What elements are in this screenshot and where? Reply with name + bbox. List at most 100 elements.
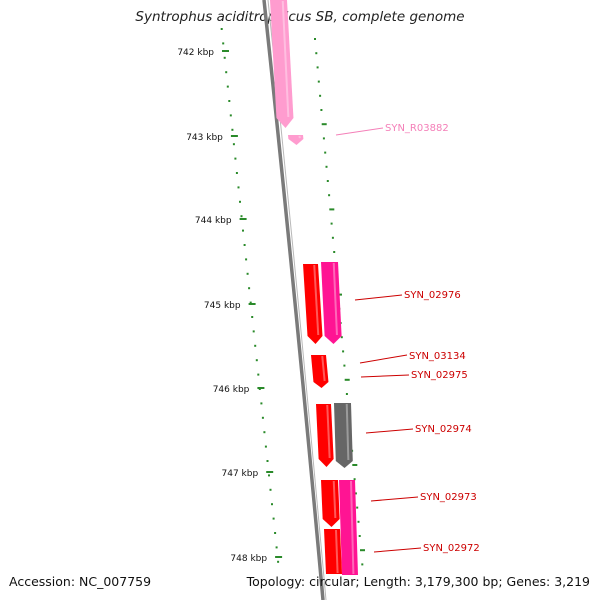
gene-arrow-shine <box>326 404 331 459</box>
ruler-tick <box>277 560 280 563</box>
gene-arrow <box>311 355 329 388</box>
scale-labels: 742 kbp 743 kbp 744 kbp 745 kbp 746 kbp 747 k… <box>177 48 267 564</box>
ruler-tick <box>226 85 229 88</box>
gene-label: SYN_02975 <box>411 370 468 381</box>
ruler-tick <box>263 431 266 434</box>
gene-arrow-shine <box>345 403 350 461</box>
ruler-major-tick <box>222 50 229 52</box>
gene-arrow-shine <box>281 0 290 118</box>
ruler-major-tick <box>257 387 265 389</box>
outer-ruler-tick <box>353 478 356 481</box>
outer-ruler-tick <box>324 151 327 154</box>
outer-ruler-tick <box>361 563 364 566</box>
scale-label: 742 kbp <box>177 48 214 58</box>
outer-ruler-tick <box>342 350 345 353</box>
ruler-major-tick <box>266 471 274 473</box>
ruler-tick <box>220 28 223 30</box>
gene-label: SYN_03134 <box>409 351 466 362</box>
outer-ruler-tick <box>358 535 361 537</box>
ruler-tick <box>243 244 246 246</box>
outer-ruler-tick <box>354 492 357 495</box>
gene-leader-line <box>370 496 419 502</box>
gene-arrow <box>303 264 323 344</box>
gene-arrow-shine <box>332 262 338 336</box>
ruler-tick <box>248 287 251 290</box>
gene-arrow <box>316 404 334 467</box>
outer-ruler-tick <box>357 520 360 523</box>
gene-leader-line <box>359 354 408 364</box>
ruler-tick <box>229 114 232 117</box>
ruler-tick <box>261 416 264 419</box>
gene-arrow <box>270 0 294 128</box>
scale-label: 747 kbp <box>222 469 259 479</box>
gene-arrow <box>324 529 342 574</box>
gene-arrow-shine <box>321 355 326 382</box>
outer-ruler-tick <box>317 80 320 83</box>
ruler-tick <box>275 546 278 549</box>
gene-arrow-shine <box>313 264 320 336</box>
gene-leader-line <box>360 374 410 378</box>
outer-ruler-tick <box>340 336 343 339</box>
gene-leader-line <box>335 127 384 136</box>
ruler-tick <box>222 42 225 45</box>
ruler-tick <box>271 503 273 506</box>
ruler-major-tick <box>275 556 283 558</box>
ruler-major-tick <box>239 218 247 220</box>
gene-label: SYN_02972 <box>423 543 480 554</box>
ruler-tick <box>225 71 228 74</box>
ruler-tick <box>260 402 263 405</box>
ruler-tick <box>240 215 243 218</box>
scale-label: 743 kbp <box>186 133 223 143</box>
outer-ruler-tick <box>314 38 316 40</box>
outer-ruler-tick <box>329 208 335 211</box>
ruler-tick <box>228 100 231 102</box>
outer-ruler-tick <box>345 393 348 395</box>
outer-ruler-tick <box>321 123 327 126</box>
outer-ruler-tick <box>325 165 328 168</box>
scale-label: 746 kbp <box>213 385 250 395</box>
gene-leader-line <box>373 547 422 553</box>
backbone-line <box>262 0 325 600</box>
ruler-major-tick <box>230 135 238 137</box>
outer-ruler-tick <box>315 52 318 55</box>
ruler-tick <box>252 330 255 333</box>
ruler-tick <box>249 301 252 304</box>
outer-ruler-tick <box>319 94 322 97</box>
outer-ruler-tick <box>360 549 365 552</box>
gene-label: SYN_02973 <box>420 492 477 503</box>
ruler-tick <box>268 474 270 477</box>
ruler-tick <box>242 229 244 232</box>
scale-label: 745 kbp <box>204 301 241 311</box>
ruler-tick <box>272 517 275 520</box>
scale-label: 744 kbp <box>195 216 232 226</box>
gene-label: SYN_R03882 <box>385 123 449 134</box>
ruler-tick <box>246 272 249 275</box>
ruler-tick <box>264 445 267 448</box>
gene-features <box>270 0 358 575</box>
ruler-tick <box>235 172 238 174</box>
ruler-tick <box>266 460 269 462</box>
ruler-tick <box>251 316 254 318</box>
gene-arrow <box>288 135 304 145</box>
gene-arrow-shine <box>350 480 355 575</box>
outer-ruler-tick <box>343 364 346 367</box>
ruler-tick <box>269 488 272 491</box>
ruler-tick <box>232 143 235 146</box>
ruler-tick <box>234 157 237 160</box>
outer-ruler-tick <box>356 506 359 509</box>
ruler-tick <box>239 200 241 203</box>
outer-ruler-tick <box>326 180 329 182</box>
outer-ruler-tick <box>322 137 325 140</box>
outer-ruler-tick <box>328 194 331 197</box>
gene-arrow <box>321 262 342 344</box>
ruler-tick <box>254 344 257 347</box>
gene-arrow <box>321 480 340 527</box>
genome-summary-text: Topology: circular; Length: 3,179,300 bp… <box>246 574 590 589</box>
gene-arrow-shine <box>298 135 301 139</box>
gene-leader-line <box>354 294 403 301</box>
gene-leader-line <box>365 428 414 434</box>
map-title: Syntrophus aciditrophicus SB, complete g… <box>135 9 465 25</box>
gene-label: SYN_02976 <box>404 290 461 301</box>
gene-arrow <box>334 403 353 468</box>
